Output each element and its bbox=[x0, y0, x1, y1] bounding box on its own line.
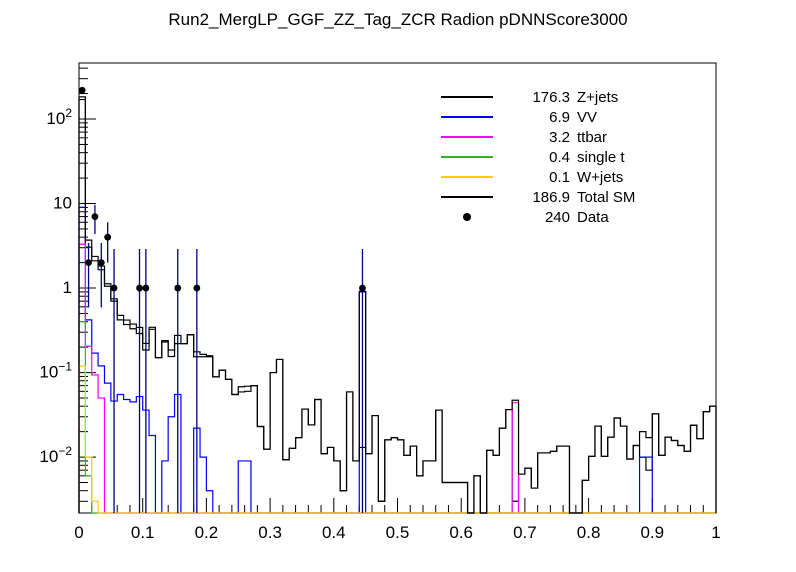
y-tick-label: 10 bbox=[53, 194, 72, 213]
legend-marker-dot bbox=[438, 213, 496, 221]
y-tick-label: 10−1 bbox=[39, 360, 72, 382]
data-point bbox=[136, 284, 143, 292]
data-point bbox=[91, 213, 99, 221]
legend-marker-line bbox=[438, 196, 496, 198]
data-point bbox=[78, 86, 86, 94]
x-tick-label: 0.2 bbox=[195, 523, 219, 542]
legend-yield: 0.4 bbox=[549, 148, 570, 166]
legend-yield: 0.1 bbox=[549, 168, 570, 186]
legend-item-data: 240 Data bbox=[438, 207, 635, 227]
x-tick-label: 0.1 bbox=[131, 523, 155, 542]
data-point bbox=[359, 284, 366, 292]
y-tick-label: 10−2 bbox=[39, 444, 72, 466]
data-point bbox=[110, 284, 118, 292]
x-tick-label: 0.8 bbox=[577, 523, 601, 542]
legend-yield: 6.9 bbox=[549, 108, 570, 126]
legend-yield: 186.9 bbox=[532, 188, 570, 206]
legend-label: VV bbox=[577, 108, 598, 126]
legend-label: Data bbox=[577, 208, 609, 226]
legend-label: Total SM bbox=[577, 188, 636, 206]
histogram-vv bbox=[78, 206, 716, 514]
x-tick-label: 0.6 bbox=[449, 523, 473, 542]
x-tick-label: 1 bbox=[711, 523, 720, 542]
x-tick-label: 0.5 bbox=[386, 523, 410, 542]
x-tick-label: 0.3 bbox=[258, 523, 282, 542]
y-tick-label: 102 bbox=[46, 106, 72, 128]
legend-item-z-jets: 176.3 Z+jets bbox=[438, 87, 635, 107]
data-point bbox=[193, 284, 201, 292]
legend-item-single-t: 0.4 single t bbox=[438, 147, 635, 167]
legend-label: single t bbox=[577, 148, 625, 166]
histogram-w-jets bbox=[78, 365, 716, 514]
x-tick-label: 0.9 bbox=[640, 523, 664, 542]
legend-label: Z+jets bbox=[577, 88, 619, 106]
legend: 176.3 Z+jets 6.9 VV 3.2 ttbar 0.4 single t 0.1 W+… bbox=[438, 87, 635, 227]
legend-yield: 240 bbox=[544, 208, 570, 226]
legend-label: ttbar bbox=[577, 128, 608, 146]
legend-marker-line bbox=[438, 136, 496, 138]
legend-yield: 176.3 bbox=[532, 88, 570, 106]
legend-yield: 3.2 bbox=[549, 128, 570, 146]
plot-title: Run2_MergLP_GGF_ZZ_Tag_ZCR Radion pDNNSc… bbox=[168, 10, 628, 29]
legend-marker-line bbox=[438, 96, 496, 98]
legend-item-total-sm: 186.9 Total SM bbox=[438, 187, 635, 207]
legend-marker-line bbox=[438, 176, 496, 178]
legend-item-ttbar: 3.2 ttbar bbox=[438, 127, 635, 147]
y-tick-label: 1 bbox=[63, 278, 72, 297]
legend-marker-line bbox=[438, 156, 496, 158]
histogram-ttbar bbox=[78, 243, 716, 514]
data-point bbox=[97, 259, 105, 267]
x-tick-label: 0.7 bbox=[513, 523, 537, 542]
legend-item-w-jets: 0.1 W+jets bbox=[438, 167, 635, 187]
data-point bbox=[104, 233, 112, 241]
x-tick-label: 0.4 bbox=[322, 523, 346, 542]
legend-label: W+jets bbox=[577, 168, 624, 186]
data-point bbox=[174, 284, 182, 292]
legend-item-vv: 6.9 VV bbox=[438, 107, 635, 127]
histogram-total-sm bbox=[78, 96, 717, 514]
data-point bbox=[142, 284, 150, 292]
legend-marker-line bbox=[438, 116, 496, 118]
data-point bbox=[85, 259, 92, 267]
x-tick-label: 0 bbox=[74, 523, 83, 542]
